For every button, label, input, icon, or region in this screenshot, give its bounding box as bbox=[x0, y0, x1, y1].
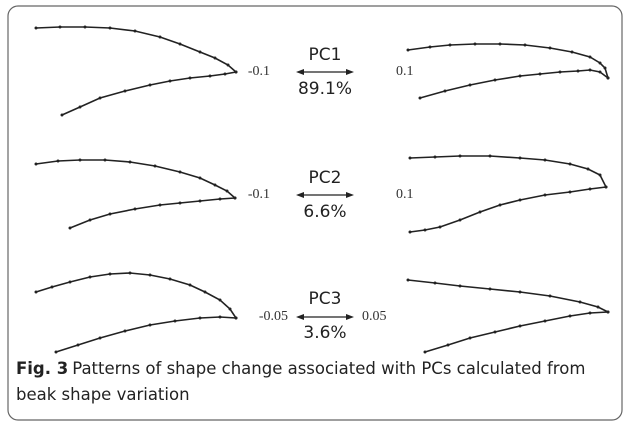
beak-outline bbox=[70, 198, 235, 228]
caption-label: Fig. 3 bbox=[16, 359, 68, 378]
left-value: -0.1 bbox=[248, 64, 270, 79]
beak-outline bbox=[420, 70, 608, 98]
pc-label: PC3 bbox=[309, 289, 342, 309]
caption-text: Patterns of shape change associated with… bbox=[16, 359, 585, 404]
right-value: 0.05 bbox=[362, 309, 387, 324]
right-value: 0.1 bbox=[396, 187, 414, 202]
beak-outline bbox=[408, 280, 608, 312]
variance: 89.1% bbox=[298, 79, 352, 99]
beak-outline bbox=[56, 317, 236, 352]
beak-outline bbox=[36, 273, 236, 318]
beak-outline bbox=[36, 160, 235, 198]
variance: 6.6% bbox=[303, 202, 346, 222]
pc-label: PC2 bbox=[309, 168, 342, 188]
left-value: -0.1 bbox=[248, 187, 270, 202]
beak-outline bbox=[62, 72, 236, 115]
beak-outline bbox=[410, 187, 606, 232]
beak-outline bbox=[410, 156, 606, 187]
figure: PC1 -0.1 0.1 89.1% PC2 -0.1 0.1 6.6% PC3… bbox=[0, 0, 630, 428]
variance: 3.6% bbox=[303, 323, 346, 343]
beak-outline bbox=[408, 44, 608, 78]
pc-label: PC1 bbox=[309, 45, 342, 65]
beak-outline bbox=[36, 27, 236, 72]
left-value: -0.05 bbox=[259, 309, 288, 324]
beak-outline bbox=[425, 312, 608, 352]
right-value: 0.1 bbox=[396, 64, 414, 79]
